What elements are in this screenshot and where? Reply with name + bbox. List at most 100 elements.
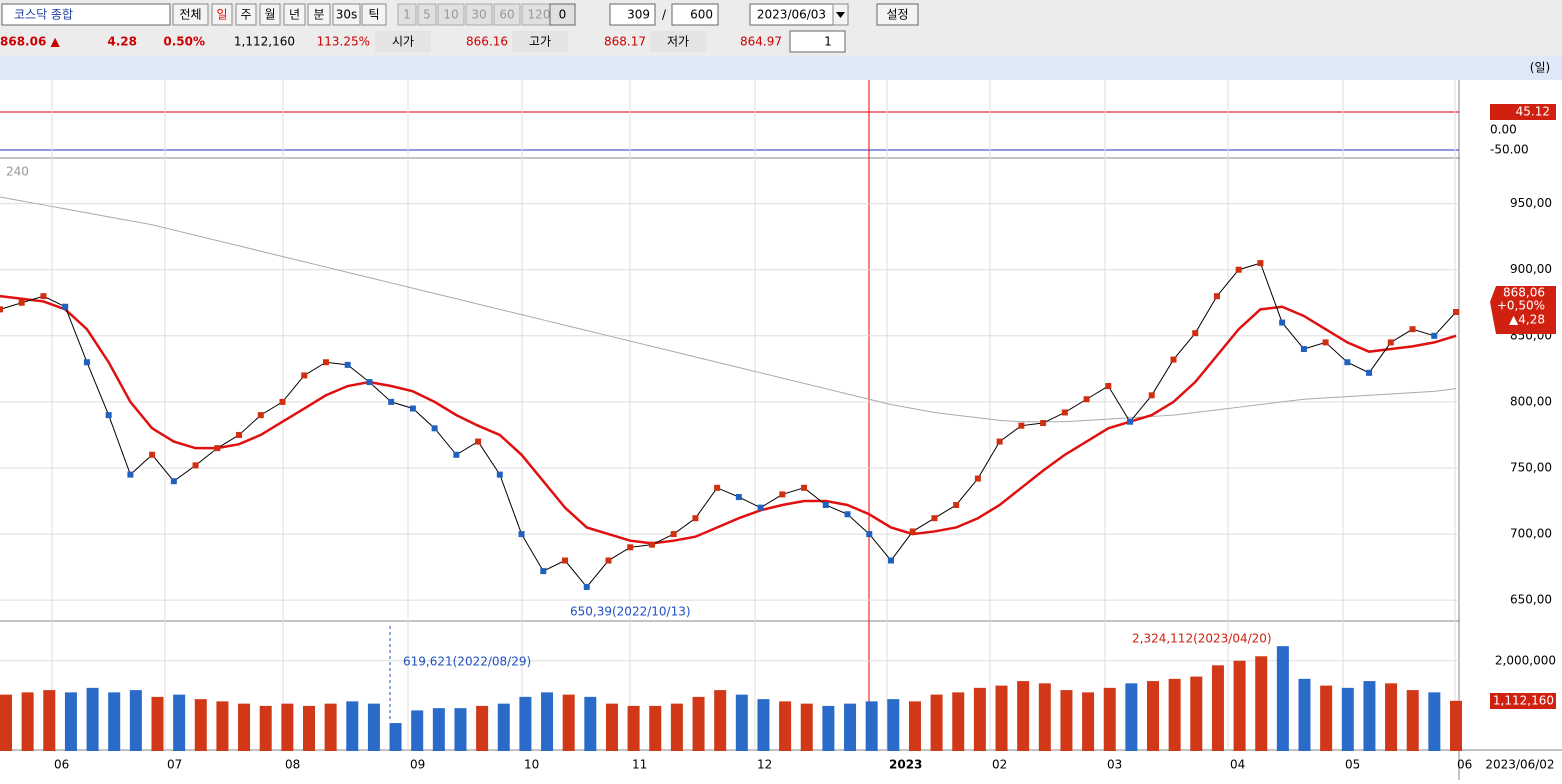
volume-bar (844, 703, 857, 751)
volume-high-note: 2,324,112(2023/04/20) (1132, 632, 1272, 646)
volume-bar (367, 703, 380, 751)
volume-bar (908, 701, 921, 751)
period-button[interactable] (332, 3, 361, 26)
volume-bar (1168, 678, 1181, 751)
input-text: 설정 (886, 8, 908, 22)
minute-button[interactable] (397, 3, 417, 26)
volume-bar (1363, 681, 1376, 751)
symbol-box[interactable] (1, 3, 171, 26)
candle (279, 398, 286, 405)
period-button[interactable] (235, 3, 257, 26)
x-tick-label: 06 (54, 758, 69, 772)
input-box[interactable] (671, 3, 719, 26)
count-box[interactable] (789, 30, 846, 53)
symbol: 코스닥 종합 (14, 8, 73, 22)
minute-button[interactable] (493, 3, 521, 26)
candle (1279, 319, 1286, 326)
input-box[interactable] (876, 3, 919, 26)
volume-bar (1038, 683, 1051, 751)
candle (866, 531, 873, 538)
candle (1040, 420, 1047, 427)
period-button[interactable] (172, 3, 209, 26)
minute-button[interactable] (417, 3, 437, 26)
label-box (375, 31, 431, 52)
volume-bar (151, 696, 164, 751)
last-date: 2023/06/02 (1485, 758, 1554, 772)
current-pct: +0,50% (1497, 299, 1545, 313)
current-change: ▲4,28 (1509, 313, 1545, 327)
volume-bar (541, 692, 554, 751)
input-box[interactable] (609, 3, 656, 26)
candle (1192, 330, 1199, 337)
volume-bar (454, 708, 467, 751)
candle (496, 471, 503, 478)
volume-bar (324, 703, 337, 751)
period-button[interactable] (283, 3, 306, 26)
volume-bar (302, 705, 315, 751)
volume-current: 1,112,160 (1493, 694, 1554, 708)
candle (562, 557, 569, 564)
quote-ratio: 113.25% (317, 35, 370, 49)
indicator-tick: 0.00 (1490, 123, 1517, 137)
candle (670, 531, 677, 538)
price-ma20 (0, 294, 1457, 545)
x-tick-label: 02 (992, 758, 1007, 772)
candle (257, 412, 264, 419)
volume-bar (1428, 692, 1441, 751)
volume-bar (735, 694, 748, 751)
candle (1018, 422, 1025, 429)
candle (605, 557, 612, 564)
volume-bar (952, 692, 965, 751)
quote-low: 864.97 (740, 35, 782, 49)
candle (1105, 383, 1112, 390)
volume-bar (346, 701, 359, 751)
volume-bar (973, 687, 986, 751)
period-label: 주 (240, 8, 251, 22)
y-tick-label: 700,00 (1510, 527, 1552, 541)
candle (1213, 293, 1220, 300)
x-tick-label: 03 (1107, 758, 1122, 772)
volume-bar (1060, 690, 1073, 751)
volume-bar (216, 701, 229, 751)
candle (127, 471, 134, 478)
minute-button[interactable] (465, 3, 493, 26)
volume-bar (86, 687, 99, 751)
candle (1300, 346, 1307, 353)
period-button[interactable] (307, 3, 331, 26)
candle (1431, 332, 1438, 339)
volume-bar (173, 694, 186, 751)
dropdown-arrow (836, 12, 845, 18)
current-price: 868,06 (1503, 286, 1545, 300)
minute-label: 30 (471, 8, 486, 22)
volume-low-note: 619,621(2022/08/29) (403, 655, 531, 669)
period-button[interactable] (361, 3, 387, 26)
x-tick-label: 07 (167, 758, 182, 772)
input-box[interactable] (549, 3, 576, 26)
quote-high: 868.17 (604, 35, 646, 49)
minute-label: 5 (423, 8, 431, 22)
x-tick-label: 06 (1457, 758, 1472, 772)
volume-bar (194, 699, 207, 751)
volume-bar (238, 703, 251, 751)
candle (627, 544, 634, 551)
period-button[interactable] (211, 3, 233, 26)
volume-bar (43, 690, 56, 751)
candle (83, 359, 90, 366)
candle (344, 361, 351, 368)
period: 240 (6, 165, 29, 179)
period-label: 일 (216, 8, 227, 22)
period-label: 틱 (368, 8, 379, 22)
volume-bar (649, 705, 662, 751)
band (0, 56, 1562, 80)
period-button[interactable] (259, 3, 281, 26)
candle (540, 568, 547, 575)
x-tick-label: 08 (285, 758, 300, 772)
minute-button[interactable] (437, 3, 465, 26)
candle (192, 462, 199, 469)
volume-bar (670, 703, 683, 751)
volume-bar (1298, 678, 1311, 751)
volume-bar (995, 685, 1008, 751)
candle (1387, 339, 1394, 346)
